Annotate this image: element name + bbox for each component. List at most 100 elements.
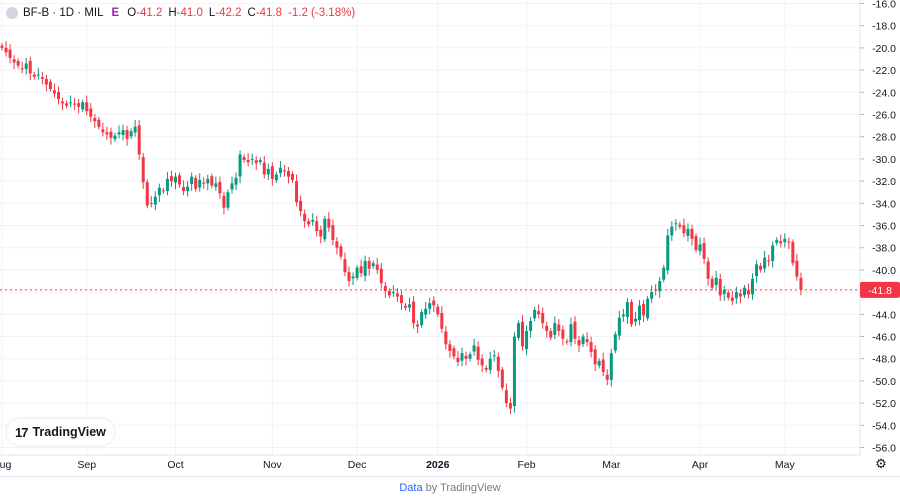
candle bbox=[440, 306, 444, 333]
candle-body bbox=[577, 340, 581, 346]
candle bbox=[755, 260, 759, 283]
candle-body bbox=[238, 154, 242, 177]
candle-body bbox=[319, 229, 323, 237]
candle-body bbox=[613, 334, 617, 351]
x-tick-label: 2026 bbox=[426, 459, 450, 471]
candle bbox=[412, 296, 416, 329]
candle bbox=[206, 174, 210, 191]
candle-body bbox=[254, 160, 258, 164]
candle-body bbox=[210, 176, 214, 186]
candle-body bbox=[670, 226, 674, 236]
candle bbox=[702, 237, 706, 265]
data-link[interactable]: Data bbox=[399, 482, 423, 494]
y-tick-label: -30.0 bbox=[872, 154, 896, 166]
candle-body bbox=[787, 241, 791, 243]
candle bbox=[763, 250, 767, 273]
candle bbox=[658, 276, 662, 298]
candle bbox=[428, 297, 432, 315]
candle-body bbox=[40, 77, 44, 79]
candle-body bbox=[404, 305, 407, 308]
candle-body bbox=[444, 331, 448, 345]
candle bbox=[81, 99, 85, 113]
candle-body bbox=[315, 221, 319, 232]
candle bbox=[395, 287, 399, 302]
candle bbox=[585, 332, 589, 347]
candle bbox=[480, 354, 484, 373]
candle bbox=[274, 171, 278, 183]
candle-body bbox=[452, 348, 456, 357]
candle-body bbox=[97, 119, 101, 127]
candle-body bbox=[0, 45, 4, 48]
candle-body bbox=[323, 218, 327, 240]
candle bbox=[799, 272, 803, 296]
candle-body bbox=[496, 356, 500, 371]
candle bbox=[343, 252, 347, 277]
candle bbox=[282, 165, 286, 177]
candle bbox=[674, 219, 678, 231]
candle bbox=[464, 351, 468, 366]
candle-body bbox=[303, 213, 307, 222]
candle bbox=[174, 172, 178, 190]
candle-body bbox=[174, 176, 178, 183]
candle-body bbox=[714, 277, 718, 285]
close-value: -41.8 bbox=[255, 7, 283, 19]
candle bbox=[545, 321, 549, 338]
candle-body bbox=[286, 171, 290, 177]
candle bbox=[734, 286, 738, 304]
candle bbox=[234, 172, 238, 191]
candle bbox=[379, 263, 383, 289]
candle bbox=[347, 266, 351, 287]
candle-body bbox=[48, 81, 52, 89]
candle-body bbox=[549, 330, 553, 338]
candle bbox=[399, 291, 403, 310]
y-tick-label: -32.0 bbox=[872, 176, 896, 188]
candle bbox=[408, 297, 412, 312]
candle bbox=[97, 117, 101, 130]
candle bbox=[424, 301, 428, 319]
candle bbox=[726, 289, 730, 301]
candle-body bbox=[258, 160, 262, 163]
candle bbox=[12, 55, 16, 70]
candle bbox=[20, 61, 24, 74]
candle bbox=[609, 349, 613, 387]
y-tick-label: -26.0 bbox=[872, 110, 896, 122]
candle bbox=[359, 259, 363, 278]
logo-text: TradingView bbox=[32, 425, 106, 439]
candle-body bbox=[633, 318, 637, 322]
candle bbox=[270, 162, 274, 186]
symbol-legend: BF-B · 1D · MIL E O -41.2 H -41.0 L -42.2 C… bbox=[6, 4, 361, 22]
candle bbox=[751, 273, 755, 300]
candle bbox=[145, 179, 149, 209]
candle bbox=[52, 83, 56, 98]
candle-body bbox=[230, 183, 234, 190]
candle-body bbox=[262, 162, 266, 175]
x-tick-label: Feb bbox=[518, 459, 536, 471]
candle bbox=[32, 71, 36, 80]
tradingview-logo[interactable]: 17 TradingView bbox=[7, 419, 114, 445]
last-price-tag-bg bbox=[860, 281, 900, 298]
candle-body bbox=[299, 200, 303, 212]
candle bbox=[650, 285, 654, 303]
candle bbox=[706, 257, 710, 286]
candle bbox=[28, 56, 32, 81]
candle bbox=[355, 264, 359, 281]
candle bbox=[436, 303, 440, 318]
candle bbox=[327, 212, 331, 232]
candle-body bbox=[500, 369, 504, 388]
candle-body bbox=[779, 241, 783, 244]
candle bbox=[525, 325, 529, 355]
last-price-label: -41.8 bbox=[868, 285, 892, 297]
candle bbox=[89, 103, 93, 123]
candle bbox=[746, 283, 750, 299]
settings-gear-icon[interactable]: ⚙ bbox=[875, 456, 887, 471]
candle bbox=[468, 351, 472, 362]
symbol-name[interactable]: BF-B · 1D · MIL bbox=[23, 7, 104, 19]
candle-body bbox=[270, 166, 274, 179]
candle-body bbox=[674, 223, 678, 225]
candle bbox=[178, 172, 182, 188]
y-tick-label: -52.0 bbox=[872, 398, 896, 410]
close-label: C bbox=[247, 7, 256, 19]
candle-body bbox=[440, 312, 444, 329]
candle bbox=[492, 349, 496, 362]
